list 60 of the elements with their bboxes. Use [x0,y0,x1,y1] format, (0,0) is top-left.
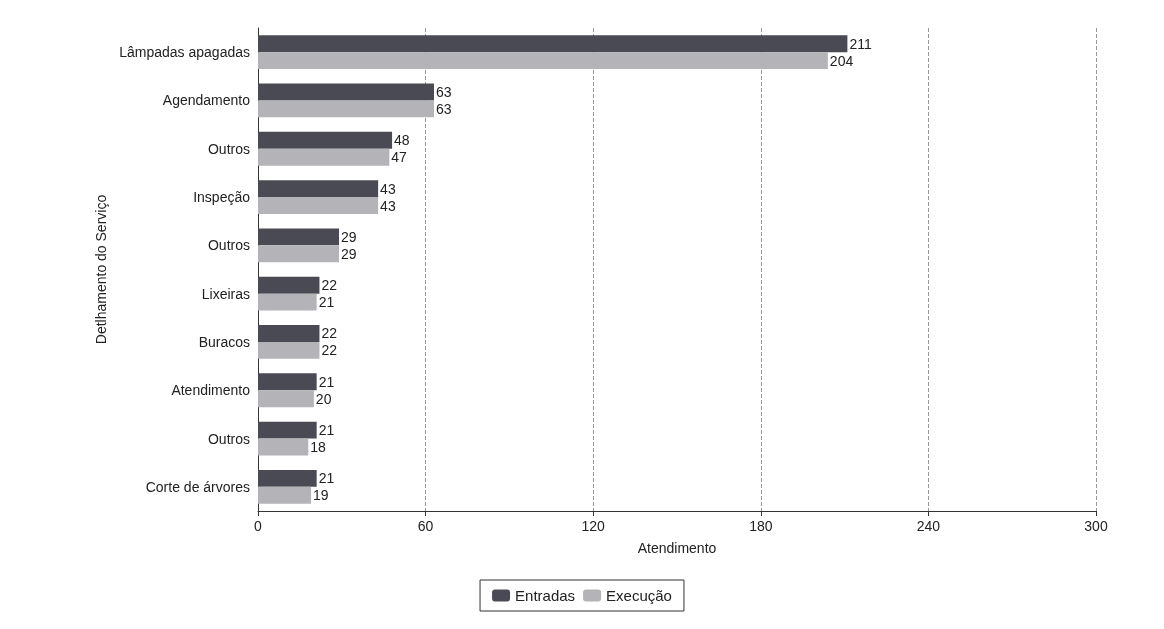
bar [258,293,317,311]
data-label: 204 [829,52,854,69]
bar [258,83,434,101]
data-label: 63 [435,84,452,100]
data-label: 21 [318,470,335,487]
data-label: 19 [313,487,329,504]
y-axis-title: Detlhamento do Serviço [93,194,109,345]
x-tick-label: 60 [417,518,434,534]
bar [258,421,317,439]
bar [258,35,848,53]
y-tick-label: Lixeiras [201,285,250,302]
bar [258,373,317,391]
data-label: 29 [341,228,357,245]
y-tick-label: Atendimento [171,382,251,399]
bar [258,180,379,198]
y-tick-label: Corte de árvores [145,478,250,495]
data-label: 43 [380,180,396,197]
y-tick-label: Inspeção [193,189,251,206]
y-tick-label: Outros [207,430,250,447]
x-axis-title: Atendimento [637,540,717,556]
x-tick-label: 120 [581,518,606,534]
y-tick-label: Agendamento [162,92,251,109]
bar [258,469,317,487]
data-label: 43 [380,197,396,214]
bar [258,276,320,294]
bar [258,228,340,246]
x-tick-label: 300 [1084,518,1108,534]
data-label: 211 [849,35,872,52]
y-tick-label: Outros [207,140,250,157]
bar [258,131,393,149]
data-label: 47 [391,149,408,166]
bar [258,486,312,504]
bar [258,390,314,408]
legend-label: Execução [606,587,672,604]
data-label: 21 [318,294,335,311]
data-label: 22 [321,342,338,359]
bar [258,52,828,70]
bar [258,148,390,166]
data-label: 18 [310,439,327,455]
bar [258,325,320,342]
x-tick-label: 180 [749,518,773,534]
data-label: 29 [341,245,357,262]
y-tick-label: Outros [207,237,250,254]
data-label: 63 [435,100,452,117]
y-tick-label: Lâmpadas apagadas [119,44,250,61]
data-label: 22 [321,277,338,294]
x-tick-label: 240 [916,518,941,534]
bar [258,245,340,263]
x-tick-label: 0 [254,518,263,534]
data-label: 20 [315,390,332,407]
bar [258,197,379,214]
y-tick-label: Buracos [198,333,250,350]
data-label: 48 [394,132,410,149]
data-label: 21 [318,422,335,439]
bar [258,341,320,359]
data-label: 21 [318,373,335,390]
data-label: 22 [321,325,338,342]
bar [258,438,309,456]
legend-label: Entradas [515,587,576,604]
bar [258,100,434,118]
